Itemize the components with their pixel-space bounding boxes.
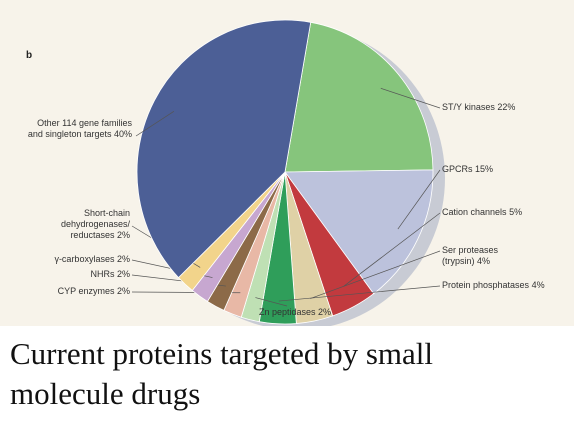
pie-slice <box>136 19 312 279</box>
value-label: 5% <box>509 207 523 217</box>
slice-label: NHRs 2% <box>20 269 130 280</box>
slice-label: CYP enzymes 2% <box>20 286 130 297</box>
category-label: Zn peptidases <box>258 307 316 317</box>
slice-label: Other 114 gene families and singleton ta… <box>20 118 132 140</box>
slice-label: Cation channels 5% <box>442 207 562 218</box>
value-label: 2% <box>116 254 130 264</box>
category-label: Cation channels <box>442 207 507 217</box>
value-label: 2% <box>318 307 332 317</box>
slice-label: Short-chain dehydrogenases/ reductases 2… <box>30 208 130 241</box>
leader-line <box>397 169 441 230</box>
category-label: NHRs <box>90 269 115 279</box>
value-label: 22% <box>497 102 516 112</box>
slice-label: Ser proteases (trypsin) 4% <box>442 245 532 267</box>
caption: Current proteins targeted by small molec… <box>10 336 433 411</box>
category-label: CYP enzymes <box>57 286 115 296</box>
leader-line <box>278 285 441 302</box>
value-label: 2% <box>116 230 130 240</box>
panel-label: b <box>26 50 33 61</box>
category-label: γ-carboxylases <box>54 254 115 264</box>
slice-label: γ-carboxylases 2% <box>20 254 130 265</box>
category-label: Ser proteases (trypsin) <box>442 245 499 266</box>
value-label: 4% <box>531 280 545 290</box>
value-label: 4% <box>477 256 491 266</box>
slice-label: Protein phosphatases 4% <box>442 280 552 291</box>
category-label: Protein phosphatases <box>442 280 530 290</box>
leader-line <box>310 250 441 299</box>
leader-line <box>343 212 441 287</box>
value-label: 2% <box>116 269 130 279</box>
leader-line <box>135 111 175 137</box>
slice-label: Zn peptidases 2% <box>245 307 345 318</box>
leader-line <box>380 87 441 109</box>
slice-label: GPCRs 15% <box>442 164 562 175</box>
category-label: Short-chain dehydrogenases/ reductases <box>60 208 130 240</box>
chart <box>131 19 445 326</box>
leader-line <box>255 297 288 307</box>
category-label: ST/Y kinases <box>442 102 495 112</box>
value-label: 2% <box>116 286 130 296</box>
value-label: 15% <box>475 164 494 174</box>
value-label: 40% <box>113 129 132 139</box>
pie-slice <box>284 21 434 173</box>
category-label: GPCRs <box>442 164 473 174</box>
category-label: Other 114 gene families and singleton ta… <box>27 118 132 139</box>
slice-label: ST/Y kinases 22% <box>442 102 562 113</box>
